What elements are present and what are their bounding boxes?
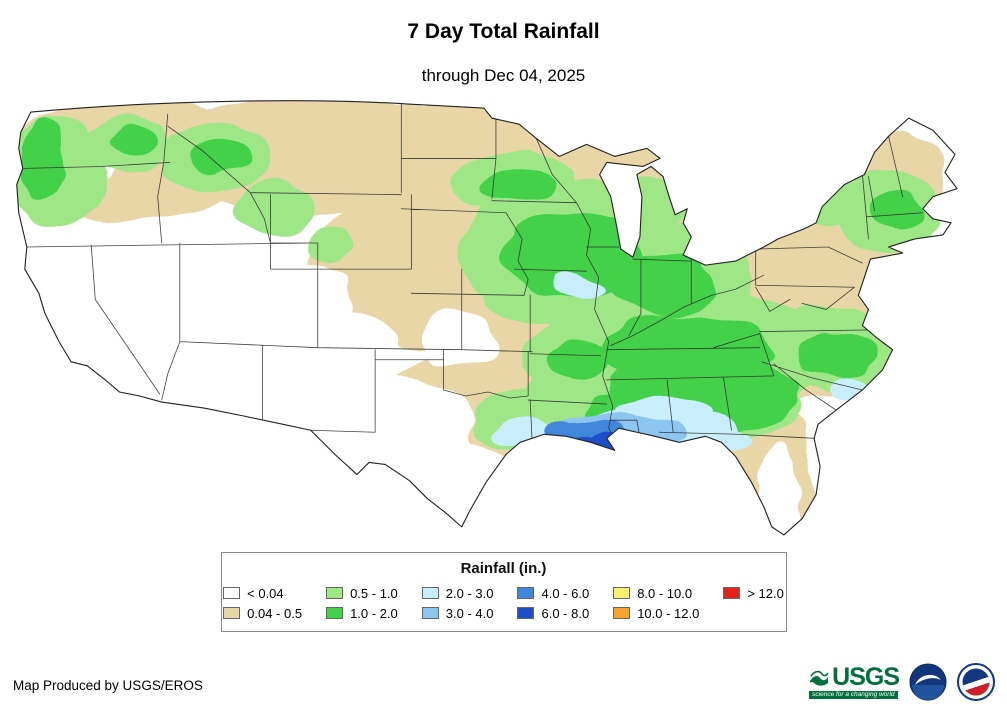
logo-row: USGS science for a changing world (809, 663, 995, 701)
legend-item: 0.5 - 1.0 (326, 584, 398, 602)
noaa-logo (909, 663, 947, 701)
legend-swatch (223, 607, 241, 619)
legend-swatch (326, 587, 344, 599)
page: { "header": { "title": "7 Day Total Rain… (0, 20, 1007, 711)
legend-title: Rainfall (in.) (460, 560, 547, 577)
legend-label: 1.0 - 2.0 (350, 605, 398, 621)
legend-item: 3.0 - 4.0 (421, 604, 494, 622)
page-subtitle: through Dec 04, 2025 (421, 66, 586, 85)
map-rainfall-layer (16, 100, 947, 535)
usgs-tagline: science for a changing world (809, 690, 898, 700)
usgs-logo: USGS science for a changing world (809, 662, 900, 700)
legend-label: 3.0 - 4.0 (445, 605, 494, 621)
legend-swatch (421, 587, 439, 599)
legend-item: 10.0 - 12.0 (613, 604, 699, 622)
usgs-wordmark: USGS (832, 662, 900, 691)
legend-swatch (421, 607, 439, 619)
legend: Rainfall (in.) < 0.04 0.04 - 0.5 0.5 - 1… (220, 552, 787, 632)
legend-grid: < 0.04 0.04 - 0.5 0.5 - 1.0 1.0 - 2.0 2.… (223, 584, 784, 622)
legend-swatch (517, 607, 535, 619)
page-title: 7 Day Total Rainfall (407, 20, 600, 43)
map-state-borders (19, 103, 923, 443)
legend-label: > 12.0 (747, 585, 784, 601)
legend-swatch (613, 607, 631, 619)
legend-item: 2.0 - 3.0 (421, 584, 494, 602)
rainfall-map-container (9, 96, 999, 544)
legend-label: 8.0 - 10.0 (637, 585, 693, 601)
legend-label: 6.0 - 8.0 (541, 605, 590, 621)
map-clipped-area (16, 100, 957, 535)
legend-label: 0.04 - 0.5 (247, 605, 303, 621)
legend-label: 0.5 - 1.0 (350, 585, 398, 601)
legend-item: 0.04 - 0.5 (223, 604, 302, 622)
usgs-wave-icon (810, 671, 829, 686)
legend-item: 4.0 - 6.0 (517, 584, 589, 602)
nws-logo (957, 663, 995, 701)
legend-item: < 0.04 (223, 584, 302, 602)
legend-label: 4.0 - 6.0 (541, 585, 590, 601)
legend-item: 1.0 - 2.0 (326, 604, 398, 622)
legend-label: 2.0 - 3.0 (445, 585, 494, 601)
map-credit: Map Produced by USGS/EROS (13, 678, 203, 693)
legend-swatch (517, 587, 535, 599)
legend-item: 8.0 - 10.0 (613, 584, 699, 602)
legend-swatch (223, 587, 241, 599)
us-rainfall-map (15, 100, 958, 536)
legend-swatch (723, 587, 741, 599)
legend-item: > 12.0 (723, 584, 784, 602)
legend-label: < 0.04 (247, 585, 284, 601)
legend-item: 6.0 - 8.0 (517, 604, 589, 622)
map-us-outline (15, 100, 958, 536)
legend-label: 10.0 - 12.0 (637, 605, 700, 621)
legend-swatch (613, 587, 631, 599)
legend-swatch (326, 607, 344, 619)
